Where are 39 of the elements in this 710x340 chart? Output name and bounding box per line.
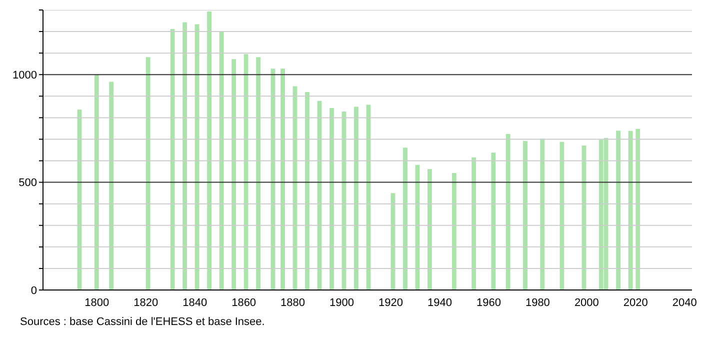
bar — [616, 130, 620, 290]
bar — [280, 68, 285, 290]
x-tick-label: 2000 — [574, 296, 599, 309]
bar — [232, 59, 236, 290]
y-tick-label: 1000 — [12, 70, 37, 82]
bar — [636, 128, 640, 290]
x-tick-label: 1860 — [232, 296, 256, 309]
bar — [182, 22, 188, 290]
x-tick-label: 1920 — [378, 296, 404, 309]
y-tick-label: 500 — [18, 177, 37, 190]
bar — [146, 57, 150, 290]
bar — [506, 134, 510, 290]
bar — [523, 140, 528, 290]
x-tick-label: 1960 — [476, 296, 501, 309]
bar — [305, 92, 310, 290]
bar — [170, 28, 175, 290]
x-tick-label: 1820 — [134, 296, 158, 309]
bar — [428, 168, 432, 290]
x-tick-label: 1940 — [428, 296, 452, 309]
source-note: Sources : base Cassini de l'EHESS et base Insee. — [19, 316, 266, 328]
x-tick-label: 1980 — [525, 296, 550, 309]
x-tick-label: 2020 — [623, 296, 648, 309]
x-tick-label: 1800 — [84, 296, 110, 309]
bar — [330, 108, 334, 290]
x-tick-label: 1900 — [330, 296, 354, 309]
bar — [94, 74, 99, 290]
bar — [403, 148, 408, 290]
x-tick-label: 1880 — [280, 296, 306, 309]
bar — [452, 173, 456, 290]
bar — [354, 106, 358, 290]
bar — [207, 12, 212, 290]
x-tick-label: 2040 — [672, 296, 697, 309]
bar — [472, 157, 476, 290]
bar — [109, 82, 114, 290]
x-tick-label: 1840 — [182, 296, 208, 309]
bar — [256, 57, 260, 290]
y-tick-label: 0 — [30, 284, 37, 297]
bar — [540, 138, 545, 290]
bar — [491, 152, 496, 290]
